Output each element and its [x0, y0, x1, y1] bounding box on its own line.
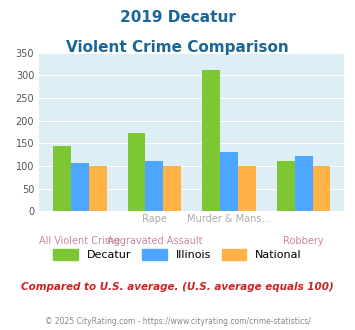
Bar — [295, 156, 312, 211]
Bar — [312, 166, 331, 211]
Text: © 2025 CityRating.com - https://www.cityrating.com/crime-statistics/: © 2025 CityRating.com - https://www.city… — [45, 317, 310, 326]
Bar — [277, 160, 295, 211]
Bar — [53, 147, 71, 211]
Text: 2019 Decatur: 2019 Decatur — [120, 10, 235, 25]
Bar — [220, 152, 238, 211]
Bar — [127, 133, 146, 211]
Text: Aggravated Assault: Aggravated Assault — [106, 236, 202, 246]
Bar — [202, 70, 220, 211]
Bar — [163, 166, 181, 211]
Legend: Decatur, Illinois, National: Decatur, Illinois, National — [49, 245, 306, 265]
Text: Robbery: Robbery — [283, 236, 324, 246]
Bar — [238, 166, 256, 211]
Text: Violent Crime Comparison: Violent Crime Comparison — [66, 40, 289, 54]
Text: Rape: Rape — [142, 214, 167, 224]
Bar — [89, 166, 106, 211]
Bar — [71, 163, 89, 211]
Text: Murder & Mans...: Murder & Mans... — [187, 214, 271, 224]
Text: Compared to U.S. average. (U.S. average equals 100): Compared to U.S. average. (U.S. average … — [21, 282, 334, 292]
Text: All Violent Crime: All Violent Crime — [39, 236, 120, 246]
Bar — [146, 160, 163, 211]
